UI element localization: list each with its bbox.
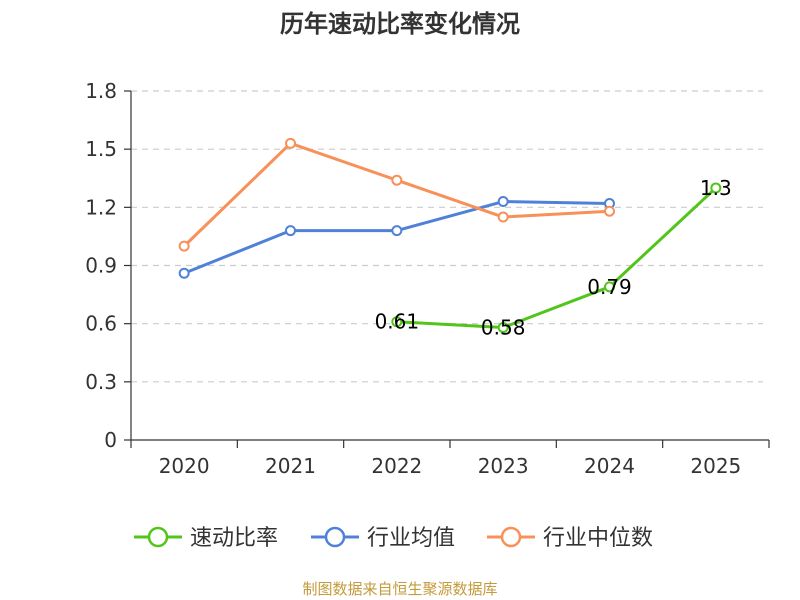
axes: 0 0.3 0.6 0.9 1.2 1.5 1.8 2020 2021 2022 2023 2024 2… (85, 79, 770, 478)
data-point (391, 174, 403, 186)
y-tick-label: 1.5 (85, 137, 117, 161)
data-label: 0.61 (375, 310, 420, 334)
chart-title: 历年速动比率变化情况 (280, 10, 520, 38)
data-point (285, 225, 296, 237)
data-point (178, 267, 190, 279)
legend-label: 行业中位数 (543, 526, 653, 551)
legend-marker (500, 526, 522, 548)
data-labels: 0.61 0.58 0.79 1.3 (375, 176, 732, 340)
y-tick-label: 0.6 (85, 312, 117, 336)
legend[interactable]: 速动比率 行业均值 行业中位数 (134, 526, 653, 551)
y-tick-label: 1.2 (85, 195, 117, 219)
legend-label: 行业均值 (367, 526, 455, 551)
data-point (178, 240, 190, 252)
series-lines (178, 137, 722, 334)
data-point (604, 205, 615, 217)
data-point (710, 182, 722, 194)
y-tick-label: 0 (104, 428, 117, 452)
data-label: 0.58 (481, 316, 526, 340)
data-label: 0.79 (587, 275, 632, 299)
grid-lines (131, 90, 763, 383)
data-point (391, 316, 403, 328)
x-tick-label: 2024 (584, 454, 635, 478)
legend-marker (147, 526, 169, 548)
series-line (396, 186, 717, 330)
y-tick-label: 0.9 (85, 254, 117, 278)
legend-item[interactable]: 行业均值 (311, 526, 455, 551)
x-tick-label: 2021 (265, 454, 316, 478)
series-line (183, 200, 610, 275)
y-tick-label: 0.3 (85, 370, 117, 394)
legend-item[interactable]: 行业中位数 (487, 526, 653, 551)
source-note: 制图数据来自恒生聚源数据库 (302, 580, 498, 598)
legend-item[interactable]: 速动比率 (134, 526, 278, 551)
data-point (285, 137, 296, 149)
data-point (604, 281, 615, 293)
x-tick-label: 2025 (690, 454, 741, 478)
legend-marker (324, 526, 346, 548)
data-point (497, 211, 509, 223)
x-tick-label: 2023 (478, 454, 529, 478)
data-point (497, 322, 509, 334)
x-tick-label: 2020 (159, 454, 210, 478)
data-point (391, 225, 403, 237)
y-tick-label: 1.8 (85, 79, 117, 103)
x-tick-label: 2022 (371, 454, 422, 478)
legend-label: 速动比率 (190, 526, 278, 551)
data-point (497, 196, 509, 208)
data-label: 1.3 (700, 176, 732, 200)
